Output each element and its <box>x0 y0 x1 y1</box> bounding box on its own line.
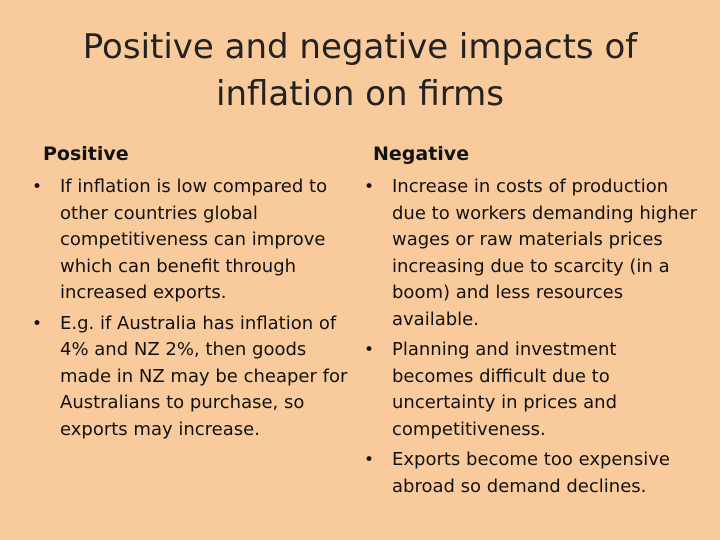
list-item: • E.g. if Australia has inflation of 4% … <box>30 311 352 444</box>
bullet-icon: • <box>32 177 43 197</box>
list-item-text: Increase in costs of production due to w… <box>392 176 698 330</box>
positive-column: Positive • If inflation is low compared … <box>30 140 352 447</box>
negative-heading: Negative <box>373 143 470 165</box>
negative-column: Negative • Increase in costs of producti… <box>362 140 702 504</box>
list-item-text: If inflation is low compared to other co… <box>60 176 328 303</box>
list-item: • Increase in costs of production due to… <box>362 174 702 333</box>
bullet-icon: • <box>364 450 375 470</box>
bullet-icon: • <box>32 313 43 334</box>
bullet-icon: • <box>364 177 375 197</box>
list-item-text: E.g. if Australia has inflation of 4% an… <box>60 312 348 440</box>
positive-list: • If inflation is low compared to other … <box>30 174 352 443</box>
list-item: • Exports become too expensive abroad so… <box>362 447 702 500</box>
slide-title: Positive and negative impacts of inflati… <box>82 27 638 114</box>
positive-heading: Positive <box>43 143 129 165</box>
list-item-text: Exports become too expensive abroad so d… <box>392 449 670 497</box>
negative-list: • Increase in costs of production due to… <box>362 174 702 500</box>
list-item: • If inflation is low compared to other … <box>30 174 352 307</box>
list-item: • Planning and investment becomes diffic… <box>362 337 702 443</box>
list-item-text: Planning and investment becomes difficul… <box>392 339 618 440</box>
bullet-icon: • <box>364 340 375 360</box>
